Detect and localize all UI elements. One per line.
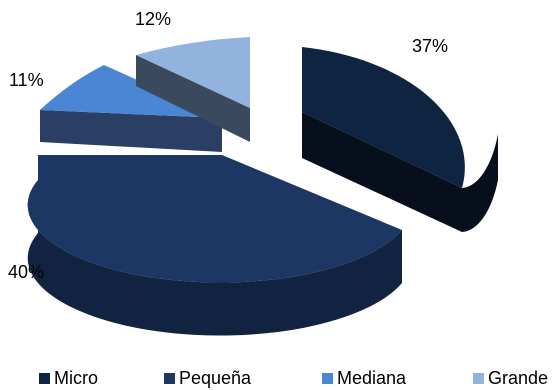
- pie-slice-pequena: [27, 155, 403, 336]
- legend-item-micro: Micro: [39, 368, 98, 389]
- pie-slice-grande-side: [136, 55, 250, 142]
- legend-label-micro: Micro: [54, 368, 98, 388]
- pie-slice-pequena-top: [27, 155, 403, 283]
- pie-slice-grande: [136, 37, 250, 142]
- pct-label-mediana: 11%: [9, 70, 44, 90]
- legend-swatch-grande: [473, 373, 484, 384]
- legend-swatch-mediana: [322, 373, 333, 384]
- legend-item-grande: Grande: [473, 368, 548, 389]
- pct-label-micro: 37%: [412, 36, 448, 56]
- pie-slice-micro: [302, 47, 498, 232]
- legend-item-mediana: Mediana: [322, 368, 406, 389]
- legend-label-pequena: Pequeña: [179, 368, 252, 388]
- pie-slice-grande-top: [136, 37, 250, 108]
- pct-label-grande: 12%: [135, 9, 171, 29]
- legend-item-pequena: Pequeña: [164, 368, 251, 389]
- legend-label-grande: Grande: [488, 368, 549, 388]
- legend-label-mediana: Mediana: [337, 368, 407, 388]
- legend: Micro Pequeña Mediana Grande: [0, 368, 560, 390]
- pie-slice-mediana-side: [40, 110, 222, 152]
- pct-label-pequena: 40%: [8, 262, 44, 282]
- pie-slice-micro-side: [302, 112, 498, 232]
- legend-swatch-micro: [39, 373, 50, 384]
- legend-swatch-pequena: [164, 373, 175, 384]
- pie-slice-pequena-side: [27, 180, 403, 336]
- pie-slice-micro-top: [302, 47, 465, 188]
